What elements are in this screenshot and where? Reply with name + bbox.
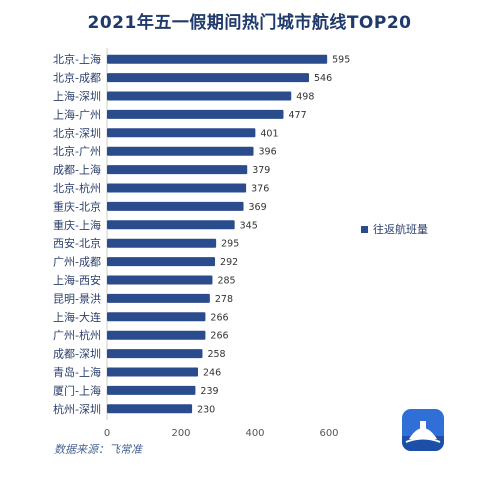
- data-label: 230: [197, 404, 215, 415]
- x-tick-label: 0: [104, 428, 110, 439]
- bar: [107, 238, 217, 248]
- data-label: 278: [215, 294, 233, 305]
- bar: [107, 293, 210, 303]
- bar: [107, 385, 196, 395]
- y-tick-label: 广州-杭州: [53, 328, 101, 342]
- bar: [107, 330, 206, 340]
- y-tick-label: 上海-大连: [53, 310, 101, 324]
- data-label: 239: [200, 386, 218, 397]
- data-label: 369: [249, 202, 267, 213]
- data-label: 396: [259, 147, 277, 158]
- y-tick-label: 北京-成都: [53, 71, 101, 85]
- data-label: 266: [210, 312, 228, 323]
- bar: [107, 91, 292, 101]
- data-label: 546: [314, 73, 332, 84]
- y-tick-label: 北京-杭州: [53, 181, 101, 195]
- bar: [107, 201, 244, 211]
- feichangzhun-logo-icon: [402, 409, 444, 451]
- data-label: 498: [296, 92, 314, 103]
- data-label: 246: [203, 368, 221, 379]
- data-source-note: 数据来源：飞常准: [54, 443, 142, 456]
- y-tick-label: 北京-深圳: [53, 126, 101, 140]
- data-label: 376: [251, 184, 269, 195]
- y-tick-label: 成都-深圳: [53, 348, 101, 361]
- bar: [107, 165, 248, 175]
- x-tick-label: 600: [319, 428, 338, 439]
- y-tick-label: 上海-深圳: [53, 89, 101, 103]
- legend-swatch: [361, 226, 368, 233]
- data-label: 379: [252, 165, 270, 176]
- y-tick-label: 昆明-景洪: [53, 291, 101, 305]
- bar: [107, 128, 256, 138]
- bar: [107, 404, 193, 414]
- y-tick-label: 厦门-上海: [53, 383, 101, 397]
- y-tick-label: 上海-西安: [53, 273, 101, 287]
- bar: [107, 73, 310, 83]
- bar: [107, 367, 199, 377]
- x-tick-label: 200: [171, 428, 190, 439]
- y-tick-label: 广州-成都: [53, 256, 101, 269]
- y-tick-label: 重庆-北京: [53, 199, 101, 213]
- data-label: 477: [288, 110, 306, 121]
- bar: [107, 257, 216, 267]
- y-tick-label: 成都-上海: [53, 163, 101, 177]
- bar: [107, 220, 235, 230]
- data-label: 292: [220, 257, 238, 268]
- y-tick-label: 北京-上海: [53, 52, 101, 66]
- y-tick-label: 上海-广州: [53, 107, 101, 121]
- data-label: 401: [260, 128, 278, 139]
- y-tick-label: 杭州-深圳: [53, 402, 101, 416]
- chart-title: 2021年五一假期间热门城市航线TOP20: [87, 13, 412, 33]
- y-tick-label: 青岛-上海: [53, 365, 101, 379]
- y-tick-label: 重庆-上海: [53, 218, 101, 232]
- bar: [107, 183, 247, 193]
- data-label: 295: [221, 239, 239, 250]
- y-tick-label: 西安-北京: [53, 236, 101, 250]
- data-label: 266: [210, 331, 228, 342]
- data-label: 595: [332, 55, 350, 66]
- bar: [107, 275, 213, 285]
- data-label: 285: [217, 276, 235, 287]
- bar: [107, 349, 203, 359]
- data-label: 345: [240, 220, 258, 231]
- bar: [107, 146, 254, 156]
- y-tick-label: 北京-广州: [53, 144, 101, 158]
- legend-label: 往返航班量: [373, 222, 428, 236]
- bar: [107, 54, 328, 64]
- bar: [107, 109, 284, 119]
- data-label: 258: [207, 349, 225, 360]
- bar: [107, 312, 206, 322]
- x-tick-label: 400: [245, 428, 264, 439]
